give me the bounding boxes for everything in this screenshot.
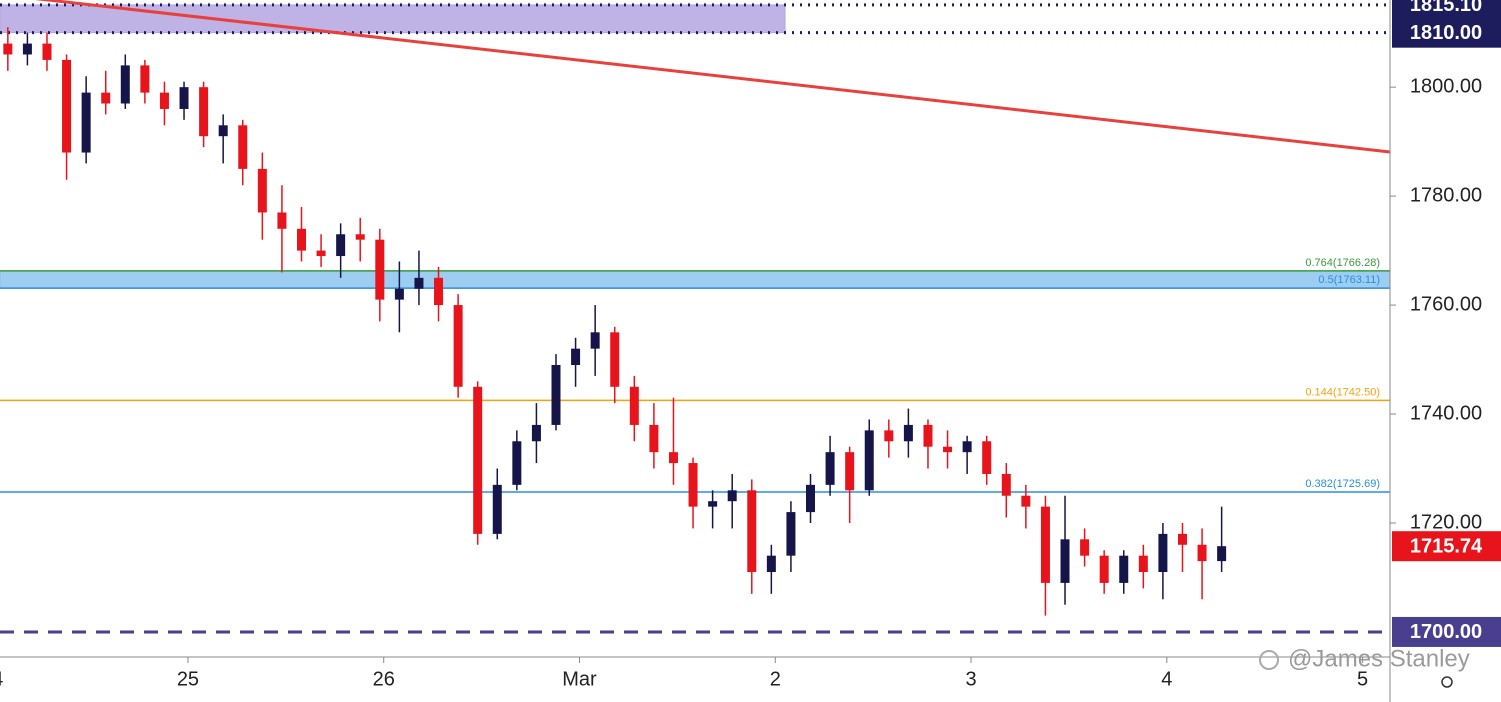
candle-body [923,424,933,447]
plot-area [0,0,1390,634]
candle-body [864,430,874,491]
candle-body [336,234,346,257]
price-badge-label: 1700.00 [1410,621,1482,643]
watermark-text: @James Stanley [1288,645,1470,672]
watermark-icon [1259,650,1279,670]
candle-body [199,87,209,137]
y-tick-label: 1720.00 [1410,511,1482,533]
y-tick-label: 1740.00 [1410,402,1482,424]
candle-body [727,490,737,502]
candle-body [159,92,169,109]
candle-body [316,250,326,257]
y-tick-label: 1780.00 [1410,184,1482,206]
x-tick-label: 4 [1161,668,1172,690]
candle-body [551,365,561,425]
fib-label: 0.5(1763.11) [1318,274,1380,286]
candle-body [1040,506,1050,583]
candle-body [42,43,52,60]
candle-body [629,386,639,425]
x-tick-label: 26 [373,668,395,690]
candle-body [1197,544,1207,562]
candle-body [1217,546,1227,562]
candle-body [786,512,796,556]
candle-body [394,288,404,300]
candle-body [257,168,267,213]
candle-body [218,125,228,137]
candle-body [982,441,992,474]
candle-body [179,87,189,109]
candle-body [434,277,444,306]
candle-body [825,452,835,485]
candle-body [943,446,953,453]
candle-body [1119,555,1129,583]
candle-body [140,65,150,93]
x-tick-label: 2 [770,668,781,690]
candle-body [355,234,365,240]
candle-body [962,441,972,453]
x-tick-label: Mar [562,668,597,690]
x-tick-label: 5 [1357,668,1368,690]
candle-body [492,484,502,534]
candle-body [688,463,698,507]
candle-body [1138,555,1148,573]
candle-body [120,65,130,104]
candle-body [649,424,659,453]
candle-body [1099,555,1109,583]
last-price-badge [1392,531,1501,562]
fib-label: 0.764(1766.28) [1305,257,1380,269]
candle-body [22,43,32,55]
candle-body [766,555,776,573]
candle-body [884,430,894,442]
y-tick-label: 1800.00 [1410,75,1482,97]
candle-body [1177,533,1187,545]
settings-icon[interactable] [1441,676,1453,688]
candle-body [1021,495,1031,507]
candle-body [512,441,522,485]
candle-body [747,490,757,573]
candle-body [571,348,581,365]
price-badge [1392,616,1501,647]
candle-body [806,484,816,513]
candle-body [708,501,718,507]
candle-body [1158,533,1168,573]
candle-body [3,43,13,55]
zone [0,270,1390,289]
candle-body [238,125,248,169]
y-tick-label: 1760.00 [1410,293,1482,315]
x-tick-label: 25 [177,668,199,690]
price-badge-label: 1810.00 [1410,22,1482,44]
price-badge [1392,0,1501,20]
candle-body [590,332,600,349]
candle-body [473,386,483,534]
candle-body [1080,539,1090,556]
price-badge-label: 1815.10 [1410,0,1482,16]
x-tick-label: 24 [0,668,3,690]
candle-body [610,332,620,387]
candle-body [668,452,678,464]
price-badge [1392,17,1501,48]
candle-body [414,277,424,289]
candle-body [1060,539,1070,583]
candle-body [62,59,72,153]
candle-body [1001,473,1011,496]
candle-body [531,424,541,442]
candle-body [101,92,111,104]
candle-body [903,424,913,442]
candle-body [277,212,287,229]
trendline [34,0,1390,154]
x-tick-label: 3 [965,668,976,690]
candle-body [296,228,306,251]
fib-label: 0.144(1742.50) [1305,386,1380,398]
fib-label: 0.382(1725.69) [1305,478,1380,490]
candle-body [845,452,855,491]
candle-body [81,92,91,153]
candle-body [375,239,385,300]
watermark: @James Stanley [1259,645,1470,672]
last-price-label: 1715.74 [1410,535,1483,557]
candle-body [453,305,463,387]
